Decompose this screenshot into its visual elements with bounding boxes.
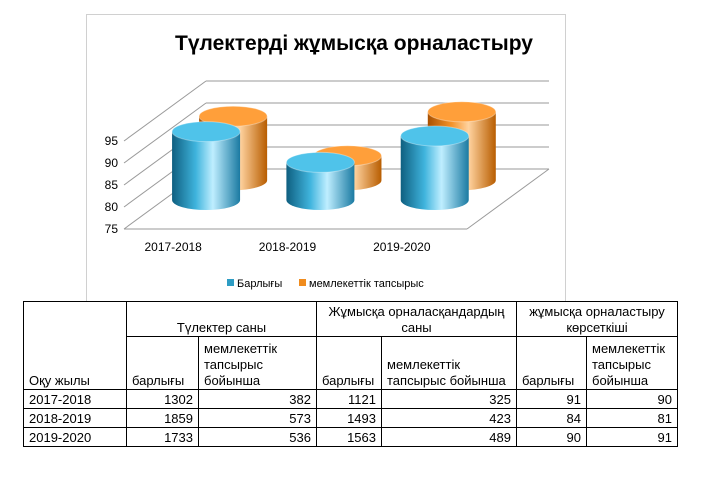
chart-bars	[171, 101, 497, 210]
cell-employed-total: 1493	[316, 408, 382, 428]
chart-legend: Барлығы мемлекеттік тапсырыс	[227, 278, 424, 290]
subheader-total: барлығы	[516, 336, 587, 390]
data-table: Оқу жылы Түлектер саны Жұмысқа орналасқа…	[23, 301, 678, 447]
cell-rate-total: 84	[516, 408, 587, 428]
y-tick-label: 95	[105, 134, 119, 148]
legend-label-state: мемлекеттік тапсырыс	[309, 278, 424, 290]
table-row: 2017-2018 1302 382 1121 325 91 90	[23, 389, 678, 409]
group-header-rate: жұмысқа орналастыру көрсеткіші	[516, 301, 678, 337]
cell-rate-state: 81	[586, 408, 678, 428]
cell-rate-total: 90	[516, 427, 587, 447]
cell-employed-total: 1121	[316, 389, 382, 409]
legend-swatch-state	[299, 279, 306, 286]
y-tick-label: 75	[105, 222, 119, 236]
y-tick-label: 90	[105, 156, 119, 170]
col-header-year: Оқу жылы	[23, 301, 127, 390]
group-header-graduates: Түлектер саны	[126, 301, 317, 337]
x-tick-label: 2019-2020	[373, 240, 431, 254]
table-subheader-row: барлығы мемлекеттік тапсырыс бойынша бар…	[24, 336, 678, 390]
table-row: 2019-2020 1733 536 1563 489 90 91	[23, 427, 678, 447]
subheader-state: мемлекеттік тапсырыс бойынша	[198, 336, 317, 390]
subheader-state: мемлекеттік тапсырыс бойынша	[586, 336, 678, 390]
cell-graduates-total: 1733	[126, 427, 199, 447]
y-axis-ticks: 75 80 85 90 95	[105, 134, 119, 236]
cell-employed-state: 489	[381, 427, 517, 447]
table-header-row: Оқу жылы Түлектер саны Жұмысқа орналасқа…	[23, 301, 678, 390]
cell-graduates-state: 573	[198, 408, 317, 428]
cell-year: 2018-2019	[23, 408, 127, 428]
subheader-total: барлығы	[316, 336, 382, 390]
x-axis-labels: 2017-2018 2018-2019 2019-2020	[144, 240, 430, 254]
y-tick-label: 80	[105, 200, 119, 214]
cell-graduates-total: 1859	[126, 408, 199, 428]
cell-graduates-total: 1302	[126, 389, 199, 409]
cell-employed-state: 423	[381, 408, 517, 428]
bar-total-2018-2019	[285, 151, 355, 210]
x-tick-label: 2017-2018	[144, 240, 202, 254]
bar-total-2017-2018	[171, 121, 241, 210]
table-row: 2018-2019 1859 573 1493 423 84 81	[23, 408, 678, 428]
cell-employed-state: 325	[381, 389, 517, 409]
legend-label-total: Барлығы	[237, 278, 282, 290]
legend-swatch-total	[227, 279, 234, 286]
chart-title: Түлектерді жұмысқа орналастыру	[175, 32, 533, 55]
chart-svg: Түлектерді жұмысқа орналастыру 75 80 85 90 9…	[105, 32, 550, 290]
cell-graduates-state: 536	[198, 427, 317, 447]
cell-rate-state: 90	[586, 389, 678, 409]
chart-area: Түлектерді жұмысқа орналастыру 75 80 85 90 9…	[86, 14, 566, 302]
cell-year: 2019-2020	[23, 427, 127, 447]
subheader-total: барлығы	[126, 336, 199, 390]
cell-rate-state: 91	[586, 427, 678, 447]
cell-rate-total: 91	[516, 389, 587, 409]
subheader-state: мемлекеттік тапсырыс бойынша	[381, 336, 517, 390]
cell-graduates-state: 382	[198, 389, 317, 409]
bar-total-2019-2020	[400, 125, 470, 210]
cell-employed-total: 1563	[316, 427, 382, 447]
x-tick-label: 2018-2019	[259, 240, 317, 254]
y-tick-label: 85	[105, 178, 119, 192]
cell-year: 2017-2018	[23, 389, 127, 409]
group-header-employed: Жұмысқа орналасқандардың саны	[316, 301, 517, 337]
